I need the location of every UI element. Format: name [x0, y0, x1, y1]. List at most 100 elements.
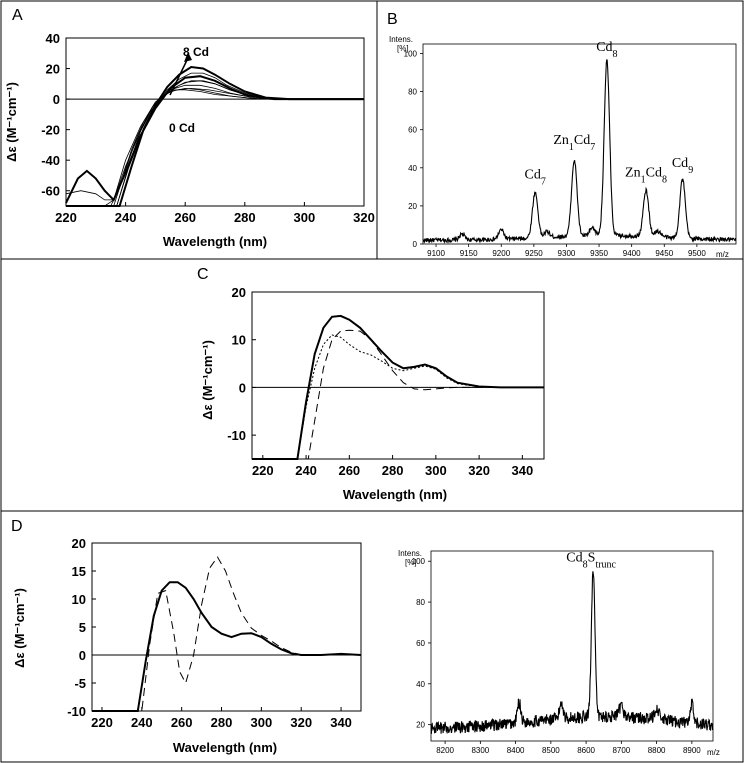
chart-d-right-xtick-label: 8900 — [683, 746, 701, 755]
chart-d-right-xtick-label: 8700 — [612, 746, 630, 755]
chart-a-ytick-label: -60 — [41, 184, 60, 199]
panel-c-frame — [0, 258, 744, 512]
chart-b-ytick-label: 0 — [413, 240, 418, 249]
chart-c-plot-area — [251, 291, 545, 460]
chart-d-right-ytick-label: 100 — [412, 557, 426, 566]
chart-d-right-plot-area — [430, 550, 714, 742]
chart-d-left-ytick-label: -10 — [67, 704, 86, 719]
chart-b-plot-area — [422, 43, 737, 245]
chart-d-left-xtick-label: 240 — [131, 715, 153, 730]
chart-b-xunit: m/z — [716, 250, 729, 259]
chart-a-xtick-label: 280 — [234, 210, 256, 225]
chart-d-right-xtick-label: 8800 — [648, 746, 666, 755]
chart-c-ytick-label: 10 — [232, 333, 246, 348]
chart-d-left: 220 240 260 280 300 320 340 20 15 10 5 0 -5 -10 Wavel… — [12, 536, 362, 755]
chart-b-peak-label-cd8: Cd8 — [596, 40, 617, 60]
chart-c-series-line — [252, 329, 544, 460]
panel-d-letter: D — [11, 518, 23, 535]
chart-d-left-ytick-label: 10 — [72, 592, 86, 607]
chart-a-ytick-label: -20 — [41, 123, 60, 138]
chart-c-ytick-label: 0 — [239, 380, 246, 395]
chart-a-xtick-label: 320 — [353, 210, 375, 225]
chart-d-left-ylabel: Δε (M⁻¹cm⁻¹) — [12, 588, 27, 668]
chart-d-right-ytick-label: 40 — [416, 680, 425, 689]
chart-c-xtick-label: 280 — [382, 463, 404, 478]
chart-a-ytick-label: 20 — [46, 62, 60, 77]
chart-b-xtick-label: 9200 — [492, 249, 510, 258]
chart-b-ytick-label: 100 — [404, 50, 418, 59]
chart-c-xtick-label: 260 — [338, 463, 360, 478]
chart-d-right-ylabel-2: [%] — [405, 558, 417, 567]
chart-b-spectrum — [422, 59, 737, 244]
chart-a-series-line — [66, 84, 364, 207]
panel-b-frame — [376, 0, 744, 260]
chart-a-series-line — [66, 87, 364, 207]
chart-d-left-xtick-label: 220 — [91, 715, 113, 730]
chart-a-ytick-label: 0 — [53, 92, 60, 107]
panel-d-frame — [0, 510, 744, 763]
chart-d-right-xtick-label: 8600 — [577, 746, 595, 755]
chart-c-xtick-label: 340 — [512, 463, 534, 478]
chart-a-series-line — [65, 75, 364, 204]
chart-b-ylabel-2: [%] — [397, 44, 409, 53]
chart-b-peak-label-cd9: Cd9 — [672, 156, 693, 176]
chart-b-xtick-label: 9150 — [460, 249, 478, 258]
chart-a-xtick-label: 300 — [294, 210, 316, 225]
chart-c-xtick-label: 320 — [468, 463, 490, 478]
chart-a-xtick-label: 260 — [174, 210, 196, 225]
panel-c-letter: C — [197, 266, 209, 283]
chart-c-ytick-label: -10 — [227, 428, 246, 443]
chart-d-left-xtick-label: 280 — [211, 715, 233, 730]
chart-c-xtick-label: 300 — [425, 463, 447, 478]
chart-d-left-series-line — [92, 556, 361, 712]
chart-d-left-xlabel: Wavelength (nm) — [173, 740, 277, 755]
chart-d-right-spectrum — [430, 571, 714, 734]
chart-b-peak-label-cd7: Cd7 — [524, 168, 545, 188]
chart-c: 220 240 260 280 300 320 340 20 10 0 -10 Wavelength… — [200, 285, 545, 502]
chart-c-series-line — [252, 314, 544, 460]
panel-b-letter: B — [387, 11, 398, 28]
chart-d-left-ytick-label: 0 — [79, 648, 86, 663]
chart-d-right-xtick-label: 8500 — [542, 746, 560, 755]
chart-a-xtick-label: 240 — [115, 210, 137, 225]
chart-b-xtick-label: 9250 — [525, 249, 543, 258]
chart-a-plot-area — [65, 37, 365, 207]
chart-d-right-xtick-label: 8400 — [507, 746, 525, 755]
chart-a-series-line — [66, 89, 364, 207]
chart-a-ylabel: Δε (M⁻¹cm⁻¹) — [4, 82, 19, 162]
chart-d-left-xtick-label: 340 — [330, 715, 352, 730]
chart-d-left-ytick-label: 15 — [72, 564, 86, 579]
chart-a-annotation-0cd: 0 Cd — [169, 121, 195, 135]
chart-b-ytick-label: 80 — [408, 88, 417, 97]
chart-a-series-line — [66, 87, 364, 207]
chart-b-ytick-label: 20 — [408, 202, 417, 211]
chart-b-peak-label-zn1cd8: Zn1Cd8 — [625, 166, 667, 186]
chart-d-right: 8200 8300 8400 8500 8600 8700 8800 8900 20 40 60 80… — [398, 549, 720, 757]
chart-d-right-ytick-label: 20 — [416, 721, 425, 730]
chart-d-left-ytick-label: 5 — [79, 620, 86, 635]
chart-d-right-xtick-label: 8200 — [436, 746, 454, 755]
chart-d-right-xtick-label: 8300 — [471, 746, 489, 755]
chart-c-series-line — [252, 334, 544, 460]
chart-d-left-ytick-label: 20 — [72, 536, 86, 551]
chart-a-xlabel: Wavelength (nm) — [163, 234, 267, 249]
chart-d-left-plot-area — [91, 542, 362, 712]
chart-a-annotation-8cd: 8 Cd — [183, 45, 209, 59]
chart-d-left-series-line — [92, 581, 362, 712]
chart-c-xtick-label: 220 — [252, 463, 274, 478]
chart-d-right-xunit: m/z — [707, 748, 720, 757]
chart-a-xtick-label: 220 — [55, 210, 77, 225]
chart-c-ylabel: Δε (M⁻¹cm⁻¹) — [200, 340, 215, 420]
chart-b-xtick-label: 9350 — [590, 249, 608, 258]
chart-b-xtick-label: 9400 — [623, 249, 641, 258]
chart-d-right-ytick-label: 60 — [416, 639, 425, 648]
chart-b-ytick-label: 60 — [408, 126, 417, 135]
chart-c-xlabel: Wavelength (nm) — [343, 487, 447, 502]
chart-b-peak-label-zn1cd7: Zn1Cd7 — [553, 133, 595, 153]
chart-d-left-xtick-label: 260 — [171, 715, 193, 730]
chart-a-ytick-label: 40 — [46, 31, 60, 46]
chart-c-ytick-label: 20 — [232, 285, 246, 300]
chart-b: 9100 9150 9200 9250 9300 9350 9400 9450 9500 0 20 4… — [389, 35, 737, 259]
chart-b-xtick-label: 9500 — [688, 249, 706, 258]
